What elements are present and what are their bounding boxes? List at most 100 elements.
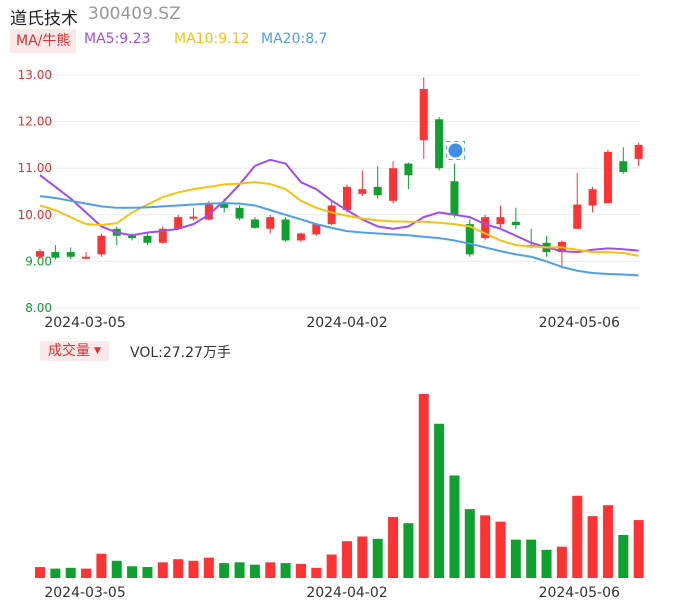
candle-body	[189, 216, 198, 219]
candle-body	[327, 205, 336, 225]
y-tick-label: 13.00	[18, 68, 52, 82]
price-axis: 13.00 12.00 11.00 10.00 9.00 8.00	[18, 68, 52, 315]
volume-bar	[65, 567, 76, 578]
volume-bar	[249, 564, 260, 578]
volume-bar	[602, 505, 613, 578]
volume-bar	[50, 568, 61, 578]
candle-body	[588, 189, 597, 206]
ma5-line	[39, 158, 639, 254]
volume-bar	[510, 539, 521, 578]
volume-indicator-button[interactable]: 成交量 ▼	[40, 341, 109, 361]
candle-body	[573, 204, 582, 229]
volume-bar	[434, 423, 445, 578]
volume-bar	[142, 567, 153, 578]
volume-bar	[372, 538, 383, 578]
volume-readout: VOL:27.27万手	[130, 345, 231, 361]
ma5-legend: MA5:9.23	[84, 31, 151, 47]
volume-bar	[556, 546, 567, 578]
volume-bar	[35, 567, 45, 578]
volume-bar	[418, 394, 429, 578]
ma20-line	[39, 195, 639, 277]
candle-body	[619, 161, 628, 172]
candle-body	[143, 235, 152, 243]
x-tick-label: 2024-03-05	[44, 585, 125, 601]
volume-bar	[173, 559, 184, 578]
volume-bar	[464, 509, 475, 578]
candle-body	[250, 219, 259, 228]
y-tick-label: 11.00	[18, 161, 52, 175]
volume-bar	[541, 549, 552, 578]
candle-body	[36, 251, 44, 257]
x-tick-label: 2024-03-05	[44, 315, 125, 331]
event-marker	[445, 140, 465, 160]
volume-bar	[96, 553, 107, 578]
candle-body	[97, 235, 106, 255]
candle-body	[343, 186, 351, 211]
ma20-legend: MA20:8.7	[261, 31, 328, 47]
x-tick-label: 2024-05-06	[539, 585, 620, 601]
candle-body	[66, 252, 75, 257]
candle-body	[419, 88, 428, 141]
volume-bar	[81, 568, 92, 578]
volume-bar	[618, 534, 629, 578]
candlestick-series	[36, 77, 643, 269]
volume-bar	[280, 563, 291, 578]
volume-bar	[295, 563, 306, 578]
info-badge-icon	[448, 143, 463, 158]
volume-bar	[388, 516, 399, 578]
candle-body	[511, 221, 520, 226]
candle-body	[158, 228, 167, 243]
price-grid	[39, 74, 640, 309]
volume-bar	[449, 475, 460, 578]
volume-bar	[111, 560, 122, 578]
candle-body	[220, 203, 229, 208]
volume-bar	[495, 521, 506, 578]
candle-body	[634, 144, 643, 159]
ma10-legend: MA10:9.12	[174, 31, 250, 47]
volume-bar	[188, 560, 199, 578]
volume-bar	[342, 541, 352, 578]
x-tick-label: 2024-04-02	[306, 585, 387, 601]
volume-bar	[311, 567, 322, 578]
caret-down-icon: ▼	[94, 346, 101, 356]
volume-bar	[203, 557, 214, 578]
candle-body	[435, 119, 444, 169]
volume-bar	[326, 554, 337, 578]
candle-body	[389, 168, 398, 201]
candle-body	[174, 217, 183, 229]
volume-bar	[633, 520, 644, 578]
candle-body	[312, 224, 321, 235]
candle-body	[481, 217, 490, 239]
stock-code: 300409.SZ	[88, 4, 181, 24]
candle-body	[496, 217, 505, 225]
y-tick-label: 10.00	[18, 208, 52, 222]
volume-bar	[587, 516, 598, 578]
y-tick-label: 12.00	[18, 115, 52, 129]
candle-body	[373, 186, 382, 196]
volume-bar	[480, 515, 491, 578]
x-tick-label: 2024-04-02	[306, 315, 387, 331]
stock-name: 道氏技术	[10, 9, 78, 29]
candle-body	[296, 233, 305, 241]
moving-average-lines	[39, 158, 639, 277]
volume-bar	[265, 562, 276, 578]
volume-bar	[572, 495, 583, 578]
marker-frame	[445, 140, 465, 160]
volume-bar	[234, 562, 245, 578]
volume-bar	[357, 536, 368, 578]
candle-body	[82, 256, 91, 259]
candle-body	[128, 235, 137, 239]
candle-body	[266, 217, 275, 229]
candle-body	[465, 224, 474, 255]
date-axis: 2024-03-05 2024-03-05 2024-04-02 2024-04-02…	[44, 315, 620, 601]
volume-bars	[35, 394, 644, 578]
candle-body	[235, 207, 244, 219]
volume-bar	[219, 563, 230, 578]
volume-bar	[526, 539, 537, 578]
volume-button-label: 成交量	[48, 343, 90, 359]
y-tick-label: 8.00	[25, 301, 52, 315]
volume-bar	[403, 523, 414, 578]
ma-toggle-button[interactable]: MA/牛熊	[10, 29, 77, 53]
volume-bar	[127, 566, 138, 578]
